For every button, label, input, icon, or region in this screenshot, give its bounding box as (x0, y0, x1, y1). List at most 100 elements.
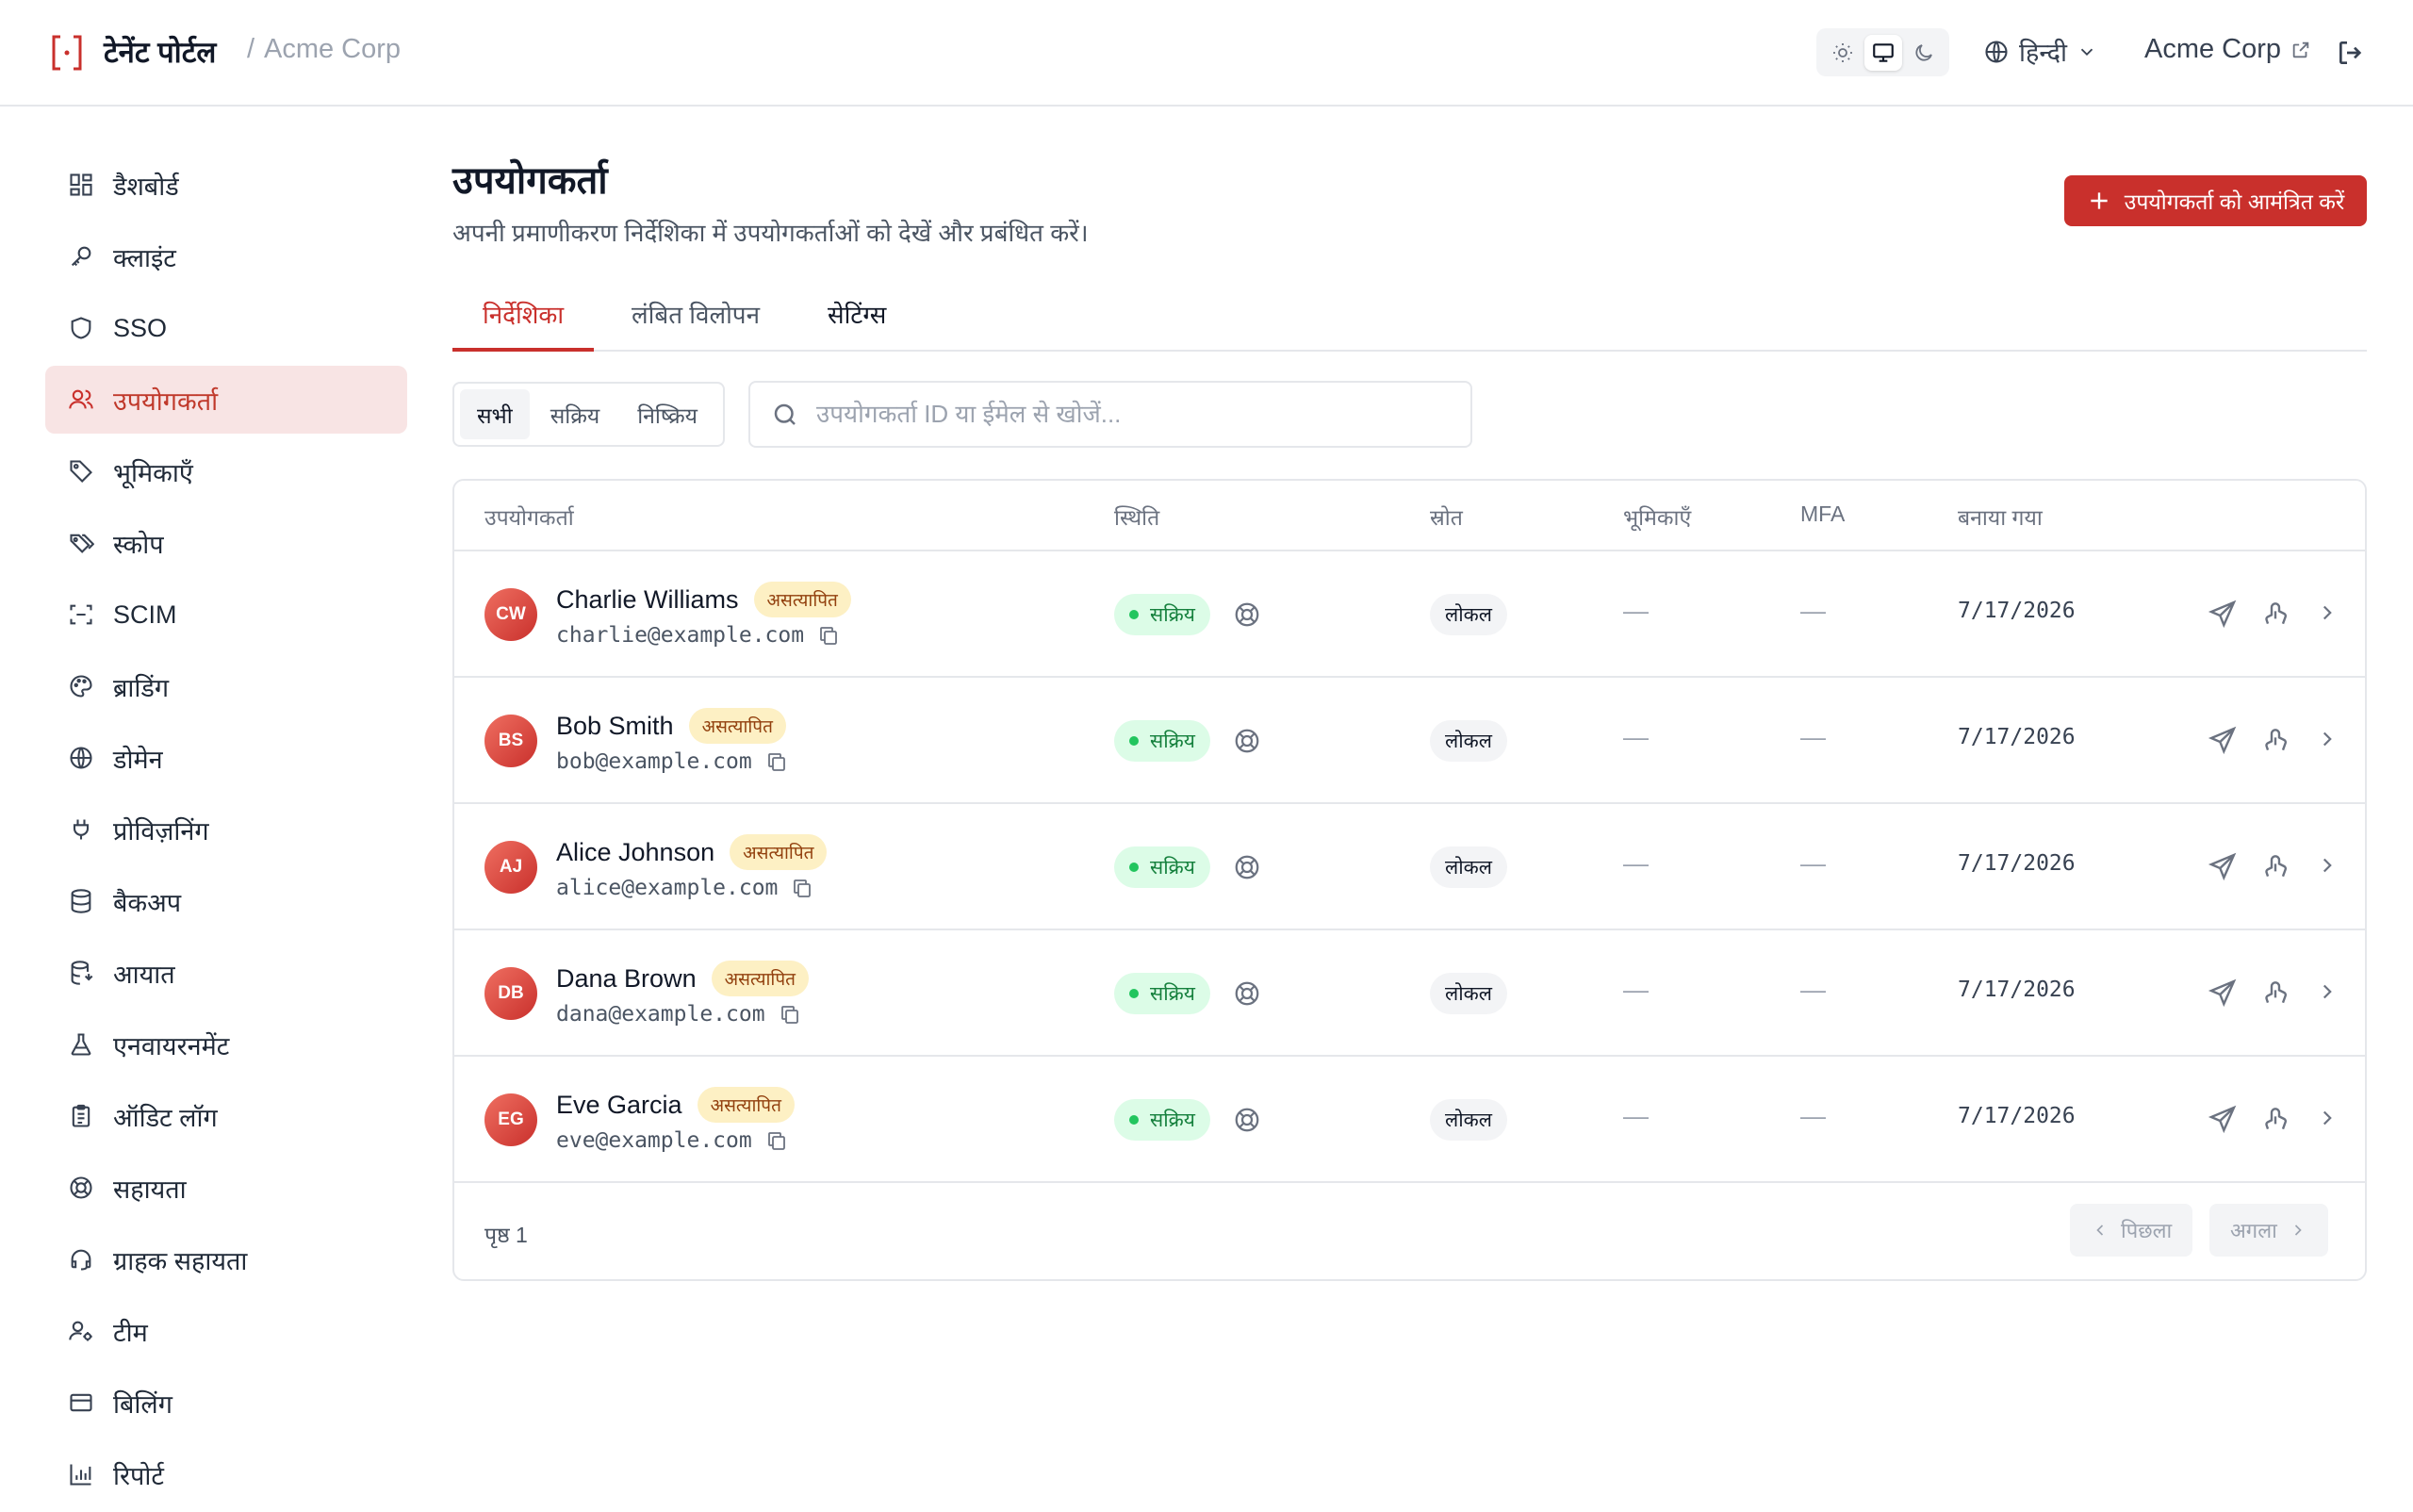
sidebar-item-domains[interactable]: डोमेन (45, 724, 407, 792)
breadcrumb-org[interactable]: Acme Corp (264, 34, 402, 64)
lifebuoy-icon[interactable] (1233, 727, 1261, 755)
theme-switcher (1816, 28, 1949, 76)
table-row[interactable]: AJ Alice Johnson असत्यापित alice@example… (454, 804, 2365, 930)
sidebar-item-billing[interactable]: बिलिंग (45, 1369, 407, 1437)
avatar: DB (484, 967, 537, 1020)
key-icon (71, 246, 91, 267)
sidebar-item-label: उपयोगकर्ता (113, 386, 219, 416)
send-icon[interactable] (2208, 978, 2238, 1008)
search-input[interactable] (816, 400, 1420, 429)
sidebar-item-scopes[interactable]: स्कोप (45, 509, 407, 577)
lifebuoy-icon[interactable] (1233, 600, 1261, 629)
column-header-user: उपयोगकर्ता (484, 505, 574, 530)
user-email-cell: alice@example.com (556, 876, 813, 900)
chevron-right-icon[interactable] (2315, 600, 2339, 625)
theme-dark-button[interactable] (1905, 35, 1943, 71)
tab-settings[interactable]: सेटिंग्स (828, 301, 887, 329)
fingerprint-icon[interactable] (2260, 851, 2290, 881)
mfa-value: — (1800, 723, 1826, 751)
lifebuoy-icon[interactable] (1233, 853, 1261, 881)
theme-system-button[interactable] (1863, 34, 1902, 71)
copy-icon[interactable] (779, 1003, 801, 1026)
user-name[interactable]: Eve Garcia (556, 1090, 682, 1119)
invite-user-button[interactable]: उपयोगकर्ता को आमंत्रित करें (2064, 175, 2367, 226)
search-box (748, 381, 1472, 448)
sidebar-item-reports[interactable]: रिपोर्ट (45, 1440, 407, 1508)
sidebar-item-label: डैशबोर्ड (113, 172, 179, 201)
sidebar-item-label: सहायता (113, 1175, 187, 1204)
sun-icon (1832, 42, 1852, 62)
sidebar-item-clients[interactable]: क्लाइंट (45, 222, 407, 290)
sidebar-item-scim[interactable]: SCIM (45, 581, 407, 649)
send-icon[interactable] (2208, 599, 2238, 629)
user-email: dana@example.com (556, 1002, 765, 1027)
copy-icon[interactable] (765, 1129, 788, 1152)
unverified-badge: असत्यापित (730, 834, 828, 870)
sidebar-item-label: स्कोप (113, 530, 164, 559)
user-email-cell: bob@example.com (556, 749, 788, 774)
sidebar-item-import[interactable]: आयात (45, 939, 407, 1007)
copy-icon[interactable] (791, 877, 813, 899)
next-page-button[interactable]: अगला (2209, 1204, 2328, 1257)
user-name[interactable]: Dana Brown (556, 963, 697, 993)
fingerprint-icon[interactable] (2260, 725, 2290, 755)
database-import-icon (71, 961, 93, 985)
sidebar-item-dashboard[interactable]: डैशबोर्ड (45, 151, 407, 219)
chevron-right-icon[interactable] (2315, 1106, 2339, 1130)
sidebar-item-users[interactable]: उपयोगकर्ता (45, 366, 407, 434)
send-icon[interactable] (2208, 725, 2238, 755)
sidebar-item-environment[interactable]: एनवायरनमेंट (45, 1011, 407, 1078)
send-icon[interactable] (2208, 1104, 2238, 1134)
user-name-cell: Charlie Williams असत्यापित (556, 582, 851, 617)
language-selector[interactable]: हिन्दी (1983, 34, 2097, 69)
sidebar-item-label: रिपोर्ट (113, 1461, 164, 1490)
globe-icon (70, 747, 92, 769)
filter-active[interactable]: सक्रिय (550, 403, 600, 428)
chevron-down-icon (2080, 48, 2093, 56)
sidebar-item-audit-log[interactable]: ऑडिट लॉग (45, 1082, 407, 1150)
sidebar-item-provisioning[interactable]: प्रोविज़निंग (45, 796, 407, 863)
copy-icon[interactable] (817, 624, 840, 647)
chevron-right-icon[interactable] (2315, 727, 2339, 751)
previous-page-button[interactable]: पिछला (2070, 1204, 2193, 1257)
sidebar-item-help[interactable]: सहायता (45, 1154, 407, 1222)
filter-all[interactable]: सभी (460, 389, 530, 439)
lifebuoy-icon[interactable] (1233, 1106, 1261, 1134)
fingerprint-icon[interactable] (2260, 1104, 2290, 1134)
logout-icon[interactable] (2336, 38, 2366, 68)
sidebar-item-branding[interactable]: ब्राडिंग (45, 652, 407, 720)
lifebuoy-icon[interactable] (1233, 979, 1261, 1008)
tab-directory[interactable]: निर्देशिका (452, 297, 595, 352)
users-icon (69, 389, 93, 409)
tab-pending-deletion[interactable]: लंबित विलोपन (632, 301, 761, 329)
user-name[interactable]: Charlie Williams (556, 584, 739, 614)
filter-inactive[interactable]: निष्क्रिय (637, 403, 698, 428)
user-name-cell: Bob Smith असत्यापित (556, 708, 786, 744)
sidebar-item-backup[interactable]: बैकअप (45, 867, 407, 935)
sidebar-item-customer-support[interactable]: ग्राहक सहायता (45, 1225, 407, 1293)
send-icon[interactable] (2208, 851, 2238, 881)
sidebar-item-roles[interactable]: भूमिकाएँ (45, 437, 407, 505)
previous-page-label: पिछला (2121, 1219, 2173, 1242)
credit-card-icon (70, 1393, 92, 1412)
chevron-right-icon[interactable] (2315, 853, 2339, 878)
chevron-right-icon[interactable] (2315, 979, 2339, 1004)
user-name[interactable]: Bob Smith (556, 711, 674, 740)
sidebar: डैशबोर्ड क्लाइंट SSO उपयोगकर्ता भूमिकाएँ… (45, 151, 407, 1512)
users-table: उपयोगकर्ता स्थिति स्रोत भूमिकाएँ MFA बना… (452, 479, 2367, 1281)
fingerprint-icon[interactable] (2260, 599, 2290, 629)
table-row[interactable]: EG Eve Garcia असत्यापित eve@example.com … (454, 1057, 2365, 1183)
copy-icon[interactable] (765, 750, 788, 773)
table-row[interactable]: BS Bob Smith असत्यापित bob@example.com स… (454, 678, 2365, 804)
sidebar-item-sso[interactable]: SSO (45, 294, 407, 362)
table-row[interactable]: DB Dana Brown असत्यापित dana@example.com… (454, 930, 2365, 1057)
status-dot (1129, 989, 1139, 998)
column-header-created: बनाया गया (1958, 505, 2043, 530)
sidebar-item-team[interactable]: टीम (45, 1297, 407, 1365)
user-name[interactable]: Alice Johnson (556, 837, 715, 866)
created-date: 7/17/2026 (1958, 978, 2076, 1002)
theme-light-button[interactable] (1824, 35, 1862, 71)
table-row[interactable]: CW Charlie Williams असत्यापित charlie@ex… (454, 551, 2365, 678)
fingerprint-icon[interactable] (2260, 978, 2290, 1008)
org-external-link[interactable]: Acme Corp (2144, 34, 2311, 65)
